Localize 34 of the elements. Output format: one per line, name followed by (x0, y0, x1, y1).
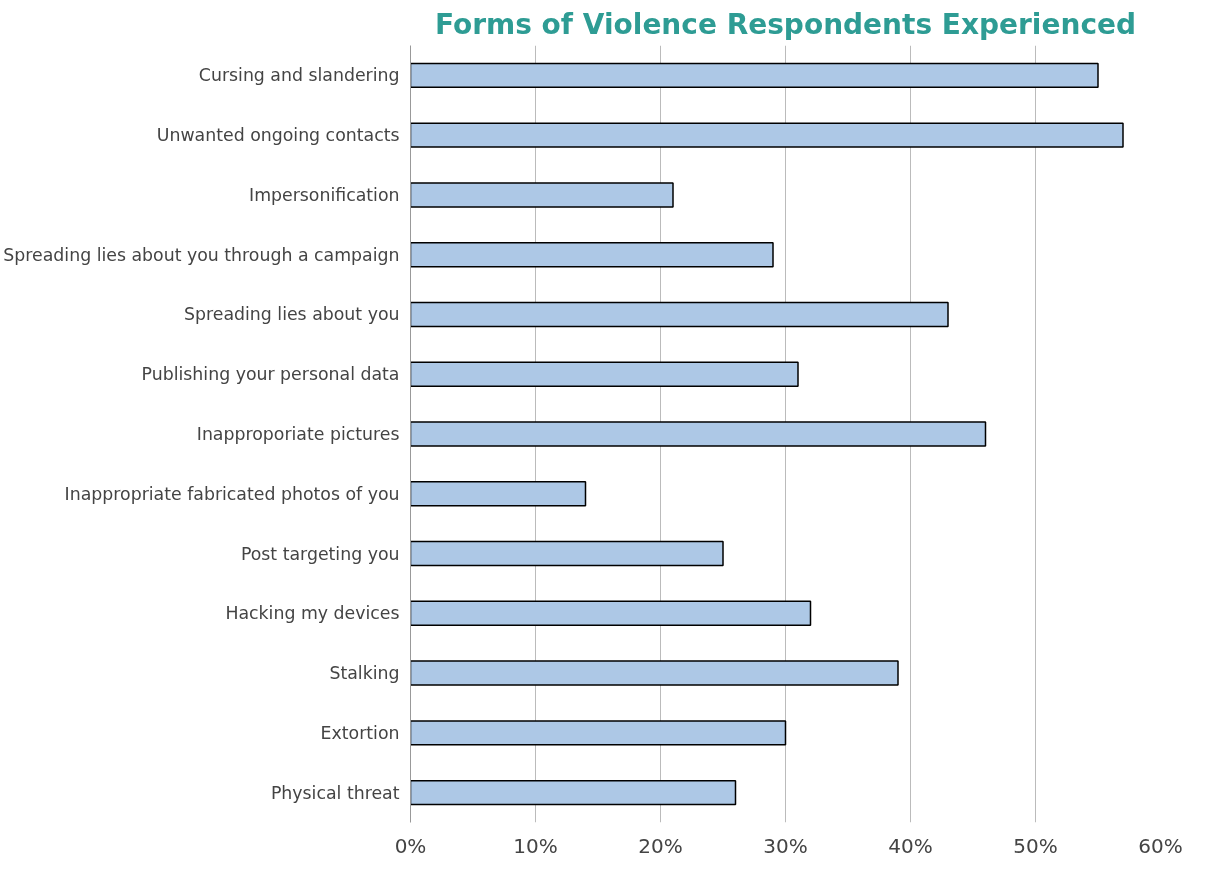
y-tick-label: Impersonification (249, 184, 400, 205)
bar (410, 720, 787, 746)
chart-title: Forms of Violence Respondents Experienced (434, 7, 1137, 41)
y-tick-label: Spreading lies about you through a campaign (3, 244, 400, 265)
bar (410, 600, 812, 627)
x-tick-label: 20% (638, 833, 683, 858)
x-tick-label: 60% (1138, 833, 1183, 858)
bar (410, 122, 1124, 148)
x-tick-label: 10% (513, 833, 558, 858)
y-tick-label: Stalking (329, 663, 400, 684)
bar (410, 779, 737, 806)
bar (410, 421, 987, 447)
bar (410, 361, 799, 387)
bar (410, 301, 949, 328)
y-tick-label: Publishing your personal data (141, 364, 400, 385)
y-tick-label: Unwanted ongoing contacts (156, 125, 400, 146)
bar (410, 182, 674, 208)
y-tick-label: Inapproporiate pictures (196, 424, 400, 444)
bar (410, 481, 587, 507)
y-tick-label: Cursing and slandering (198, 65, 400, 86)
bar (410, 660, 899, 686)
y-tick-label: Inappropriate fabricated photos of you (64, 483, 400, 504)
x-tick-label: 0% (394, 833, 427, 858)
y-tick-label: Spreading lies about you (184, 304, 400, 325)
x-tick-label: 30% (763, 833, 808, 858)
x-tick-label: 50% (1013, 833, 1058, 858)
bar (410, 62, 1099, 89)
bar (410, 241, 774, 268)
y-tick-label: Extortion (320, 722, 400, 743)
y-tick-label: Physical threat (270, 782, 400, 803)
x-tick-label: 40% (888, 833, 933, 858)
y-tick-label: Post targeting you (240, 543, 400, 564)
bar (410, 540, 724, 567)
y-tick-label: Hacking my devices (225, 603, 400, 624)
